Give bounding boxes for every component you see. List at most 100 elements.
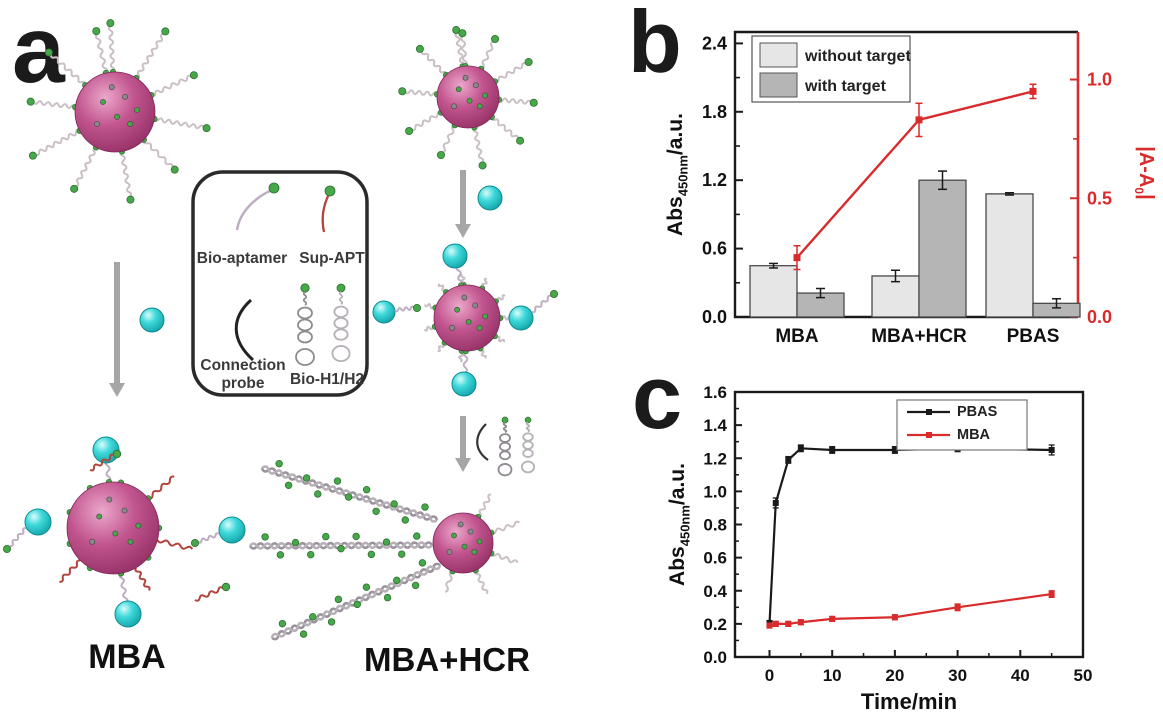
target-sphere [114, 600, 142, 628]
x-axis-tick-label: 10 [823, 666, 842, 685]
target-sphere [477, 185, 503, 211]
y-axis-tick-label: 0.0 [702, 307, 727, 327]
dna-strand [472, 126, 485, 164]
biotin-dot [405, 127, 414, 136]
surface-dot [461, 294, 468, 301]
legend-box [896, 399, 1028, 451]
surface-dot [465, 319, 472, 325]
biotin-dot [309, 613, 317, 621]
dna-strand [104, 459, 112, 483]
process-arrow-head [455, 224, 471, 238]
axis-label-post: | [1135, 194, 1157, 200]
biotin-dot [3, 545, 11, 554]
surface-dot [127, 538, 134, 545]
hairpin-stem [525, 421, 531, 433]
biotin-dot [189, 71, 198, 80]
biotin-dot [524, 58, 533, 67]
hairpin-end-loop [497, 463, 513, 477]
surface-dot [106, 496, 113, 503]
y-axis-label-right: |A-A0| [1132, 146, 1157, 199]
dna-strand [531, 294, 552, 314]
nanoparticle-sphere [66, 481, 160, 575]
dna-strand [477, 493, 492, 518]
biotin-dot [478, 161, 487, 170]
surface-dot [134, 107, 140, 113]
biotin-dot [275, 460, 283, 468]
bar-without-target [749, 265, 798, 318]
biotin-dot [278, 619, 287, 628]
y-axis-tick-label: 0.6 [702, 239, 727, 259]
axis-label-post: /a.u. [666, 463, 689, 505]
target-sphere [451, 371, 477, 397]
y-axis-tick-label: 1.8 [702, 102, 727, 122]
dna-strand [494, 61, 527, 84]
data-point-PBAS [1048, 446, 1055, 453]
data-point-PBAS [785, 456, 792, 463]
biotin-dot [336, 283, 346, 293]
x-axis-tick-label: 20 [885, 666, 904, 685]
axis-label-pre: Abs [666, 546, 689, 586]
biotin-dot [412, 303, 421, 312]
legend-item-label: Sup-APT [299, 250, 365, 267]
y-axis-tick-label: 2.4 [702, 33, 727, 53]
biotin-dot [383, 593, 392, 602]
biotin-dot [367, 550, 376, 559]
surface-dot [455, 86, 462, 93]
surface-dot [94, 121, 100, 127]
surface-dot [466, 97, 473, 104]
y-axis-tick-label: 1.0 [703, 482, 727, 501]
target-sphere [92, 436, 120, 464]
dna-strand [473, 569, 489, 595]
surface-dot [476, 324, 483, 331]
surface-dot [454, 306, 460, 313]
right-axis-tick-label: 0.5 [1087, 188, 1112, 208]
ratio-point [793, 254, 801, 262]
surface-dot [482, 313, 489, 320]
biotin-dot [398, 87, 407, 96]
dna-strand [197, 532, 220, 544]
biotin-dot [112, 449, 122, 459]
legend-marker [926, 432, 932, 438]
ratio-point [1029, 87, 1037, 95]
biotin-dot [401, 516, 409, 524]
surface-dot [461, 543, 468, 550]
x-axis-tick-label: 30 [948, 666, 967, 685]
hairpin-loop [333, 328, 349, 341]
dna-strand [9, 526, 27, 548]
series-line-PBAS [768, 447, 1052, 624]
dna-strand [462, 350, 469, 374]
biotin-dot [334, 595, 343, 604]
data-point-MBA [954, 604, 961, 611]
data-point-PBAS [891, 446, 898, 453]
hairpin-stem [502, 422, 508, 434]
biotin-dot [418, 559, 427, 567]
biotin-dot [390, 500, 398, 508]
bio-aptamer-icon [235, 188, 273, 231]
biotin-dot [337, 544, 345, 553]
biotin-dot [291, 538, 300, 547]
y-axis-tick-label: 0.4 [703, 582, 727, 601]
category-label: PBAS [1007, 326, 1060, 347]
hairpin-loop [499, 441, 511, 452]
category-label: MBA+HCR [871, 326, 967, 347]
right-axis-tick-label: 0.0 [1087, 307, 1112, 327]
sup-apt-icon [321, 193, 331, 233]
biotin-dot [28, 151, 37, 160]
y-axis-tick-label: 1.2 [702, 170, 727, 190]
x-axis-tick-label: 40 [1011, 666, 1030, 685]
biotin-dot [322, 532, 330, 541]
hairpin-loop [333, 317, 349, 330]
hairpin-stem [302, 291, 308, 306]
dna-strand [153, 117, 205, 130]
biotin-dot [299, 630, 308, 638]
sup-apt-strand [59, 559, 81, 583]
biotin-dot [436, 151, 445, 160]
surface-dot [446, 549, 453, 555]
biotin-dot [221, 582, 231, 592]
mba-hcr-stage-label: MBA+HCR [364, 641, 530, 678]
dna-strand [150, 74, 192, 97]
biotin-dot [372, 507, 380, 515]
hairpin-loop [499, 450, 511, 461]
